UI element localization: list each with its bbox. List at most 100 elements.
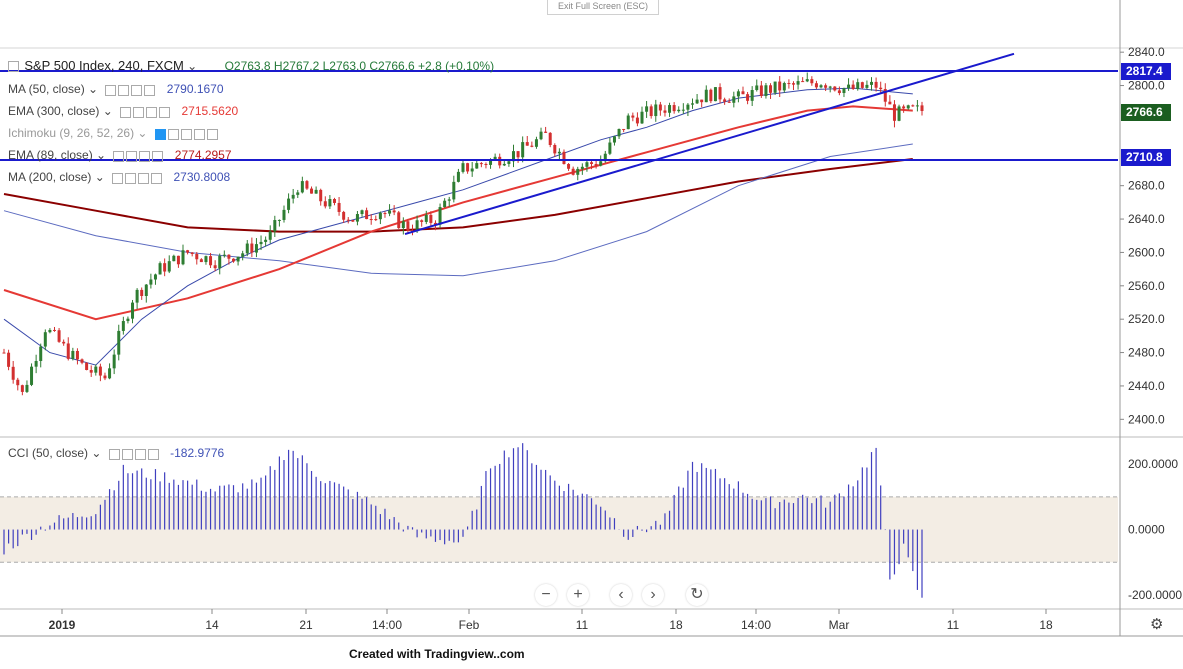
candle-body — [397, 212, 401, 229]
candle-body — [475, 163, 479, 169]
candle-body — [383, 213, 387, 215]
candle-body — [635, 117, 639, 124]
indicator-buttons[interactable] — [112, 171, 164, 185]
chevron-down-icon[interactable]: ⌄ — [96, 148, 107, 162]
reset-chart-button[interactable]: ↻ — [686, 584, 708, 606]
candle-body — [273, 220, 277, 232]
candle-body — [530, 145, 534, 147]
indicator-legend-ema300[interactable]: EMA (300, close) ⌄ 2715.5620 — [8, 104, 238, 119]
candle-body — [98, 366, 102, 376]
candle-body — [75, 350, 79, 360]
cci-legend[interactable]: CCI (50, close) ⌄ -182.9776 — [8, 446, 224, 461]
price-tick-label: 2520.0 — [1128, 312, 1165, 326]
candle-body — [296, 192, 300, 195]
candle-body — [89, 369, 93, 373]
candle-body — [277, 219, 281, 221]
indicator-buttons[interactable] — [105, 83, 157, 97]
indicator-buttons[interactable] — [154, 127, 220, 141]
indicator-legend-ema89[interactable]: EMA (89, close) ⌄ 2774.2957 — [8, 148, 232, 163]
chevron-down-icon[interactable]: ⌄ — [91, 446, 102, 460]
chevron-down-icon[interactable]: ⌄ — [137, 126, 148, 140]
candle-body — [594, 163, 598, 166]
candle-body — [121, 321, 125, 331]
candle-body — [617, 128, 621, 137]
scroll-right-button[interactable]: › — [642, 584, 664, 606]
indicator-buttons[interactable] — [108, 447, 161, 461]
indicator-buttons[interactable] — [113, 149, 165, 163]
indicator-label: CCI (50, close) — [8, 446, 89, 460]
candle-body — [291, 194, 295, 199]
candle-body — [874, 81, 878, 88]
candle-body — [112, 354, 116, 369]
candle-body — [232, 258, 235, 262]
indicator-buttons[interactable] — [120, 105, 172, 119]
candle-body — [571, 168, 575, 175]
time-tick-label: 14:00 — [741, 618, 771, 632]
exit-fullscreen-button[interactable]: Exit Full Screen (ESC) — [547, 0, 659, 15]
candle-body — [672, 105, 676, 112]
chevron-down-icon[interactable]: ⌄ — [187, 59, 198, 73]
price-tick-label: 2840.0 — [1128, 45, 1165, 59]
candle-body — [108, 368, 112, 379]
candle-body — [392, 210, 396, 213]
candle-body — [787, 83, 791, 85]
candle-body — [888, 101, 892, 105]
cci-tick-label: 0.0000 — [1128, 523, 1165, 537]
candle-body — [172, 255, 176, 262]
lower-level-price-tag: 2710.8 — [1121, 149, 1171, 166]
candle-body — [548, 132, 552, 146]
candle-body — [452, 181, 456, 200]
candle-body — [663, 110, 667, 113]
candle-body — [759, 85, 763, 96]
candle-body — [681, 109, 685, 111]
candle-body — [378, 213, 382, 220]
candle-body — [851, 84, 855, 90]
candle-body — [365, 210, 369, 220]
candle-body — [401, 221, 405, 229]
candle-body — [85, 362, 89, 370]
candle-body — [236, 256, 240, 262]
chevron-down-icon[interactable]: ⌄ — [88, 82, 99, 96]
zoom-out-button[interactable]: − — [535, 584, 557, 606]
chevron-down-icon[interactable]: ⌄ — [102, 104, 113, 118]
zoom-in-button[interactable]: + — [567, 584, 589, 606]
upper-level-price-tag: 2817.4 — [1121, 63, 1171, 80]
candle-body — [489, 159, 493, 165]
candle-body — [167, 261, 171, 272]
price-tick-label: 2400.0 — [1128, 412, 1165, 426]
candle-body — [57, 330, 61, 342]
indicator-legend-ichimoku[interactable]: Ichimoku (9, 26, 52, 26) ⌄ — [8, 126, 220, 141]
candle-body — [562, 151, 566, 165]
collapse-icon[interactable] — [8, 61, 19, 73]
candle-body — [176, 255, 180, 265]
gear-icon[interactable]: ⚙ — [1150, 616, 1164, 633]
scroll-left-button[interactable]: ‹ — [610, 584, 632, 606]
indicator-value: 2774.2957 — [174, 148, 232, 162]
candle-body — [576, 168, 580, 175]
candle-body — [649, 106, 653, 117]
candle-body — [30, 366, 34, 385]
price-tick-label: 2560.0 — [1128, 279, 1165, 293]
candle-body — [525, 142, 529, 146]
candle-body — [700, 99, 704, 103]
candle-body — [16, 379, 20, 386]
candle-body — [691, 103, 694, 105]
candle-body — [149, 279, 153, 285]
candle-body — [34, 360, 38, 367]
ma-200-line — [3, 143, 913, 277]
candle-body — [810, 79, 814, 84]
symbol-title: S&P 500 Index, 240, FXCM — [24, 58, 184, 73]
indicator-legend-ma200[interactable]: MA (200, close) ⌄ 2730.8008 — [8, 170, 230, 185]
candle-body — [897, 106, 901, 121]
candle-body — [48, 329, 52, 333]
candle-body — [131, 302, 135, 319]
ohlc-readout: O2763.8 H2767.2 L2763.0 C2766.6 +2.8 (+0… — [224, 59, 495, 73]
candle-body — [713, 87, 717, 102]
time-tick-label: 11 — [947, 618, 960, 632]
candle-body — [773, 81, 777, 93]
chevron-down-icon[interactable]: ⌄ — [94, 170, 105, 184]
indicator-legend-ma50[interactable]: MA (50, close) ⌄ 2790.1670 — [8, 82, 224, 97]
candle-body — [833, 86, 837, 91]
candle-body — [557, 151, 561, 154]
